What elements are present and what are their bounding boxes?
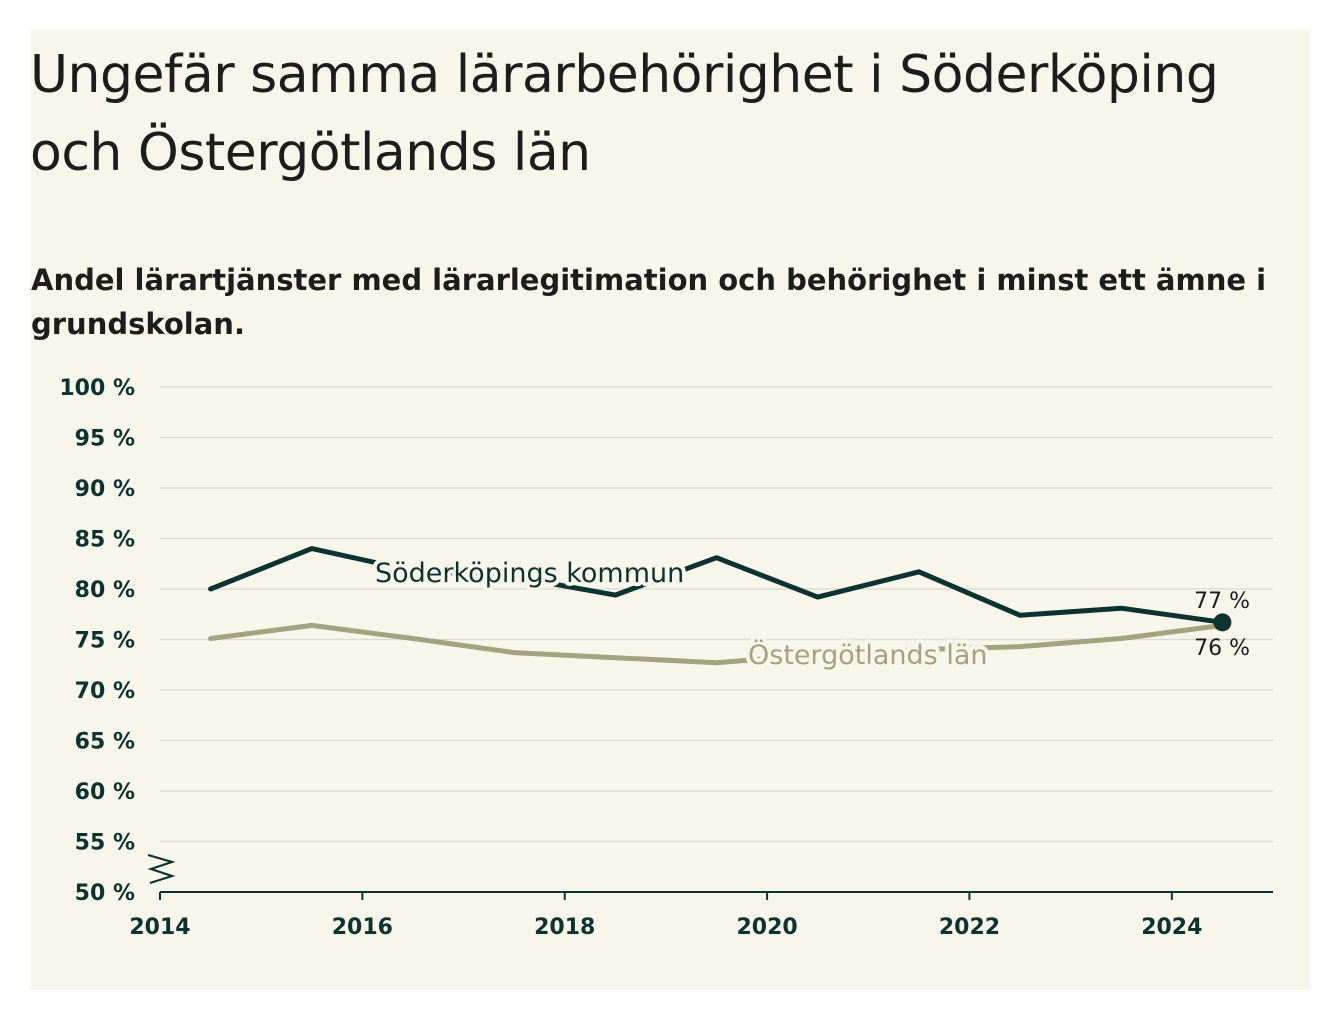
- series-line-kommun: [208, 546, 1225, 625]
- series-lines: [208, 546, 1225, 666]
- x-tick-label: 2018: [534, 915, 595, 940]
- chart-subtitle: Andel lärartjänster med lärarlegitimatio…: [31, 263, 1267, 341]
- y-tick-label: 50 %: [75, 881, 135, 906]
- chart-title: Ungefär samma lärarbehörighet i Söderköp…: [30, 45, 1219, 183]
- x-tick-label: 2014: [129, 915, 190, 940]
- x-tick-label: 2020: [736, 915, 797, 940]
- y-tick-label: 60 %: [75, 780, 135, 805]
- end-label-kommun: 77 %: [1194, 589, 1250, 614]
- y-tick-label: 100 %: [59, 376, 135, 401]
- y-tick-label: 85 %: [75, 528, 135, 553]
- y-tick-label: 75 %: [75, 629, 135, 654]
- series-label-lan: Östergötlands län: [748, 639, 988, 671]
- y-tick-label: 65 %: [75, 730, 135, 755]
- chart-card: [30, 30, 1310, 990]
- y-tick-label: 70 %: [75, 679, 135, 704]
- y-axis-ticks: 50 % 55 % 60 % 65 % 70 % 75 % 80 % 85 % 90 % 95 %…: [59, 376, 176, 906]
- x-tick-label: 2016: [332, 915, 393, 940]
- x-axis: 2014 2016 2018 2020 2022 2024: [129, 891, 1273, 940]
- end-label-lan: 76 %: [1194, 636, 1250, 661]
- series-label-kommun: Söderköpings kommun: [375, 558, 684, 589]
- series-labels: Söderköpings kommun Östergötlands län 77 %…: [371, 554, 1250, 675]
- y-tick-label: 95 %: [75, 427, 135, 452]
- y-tick-label: 55 %: [75, 831, 135, 856]
- x-tick-label: 2024: [1141, 915, 1202, 940]
- y-tick-label: 90 %: [75, 477, 135, 502]
- gridlines: [160, 386, 1273, 843]
- y-tick-label: 80 %: [75, 578, 135, 603]
- x-tick-label: 2022: [939, 915, 1000, 940]
- axis-break-marker: [147, 853, 176, 885]
- end-point-marker: [1213, 613, 1232, 632]
- series-line-lan: [208, 622, 1225, 666]
